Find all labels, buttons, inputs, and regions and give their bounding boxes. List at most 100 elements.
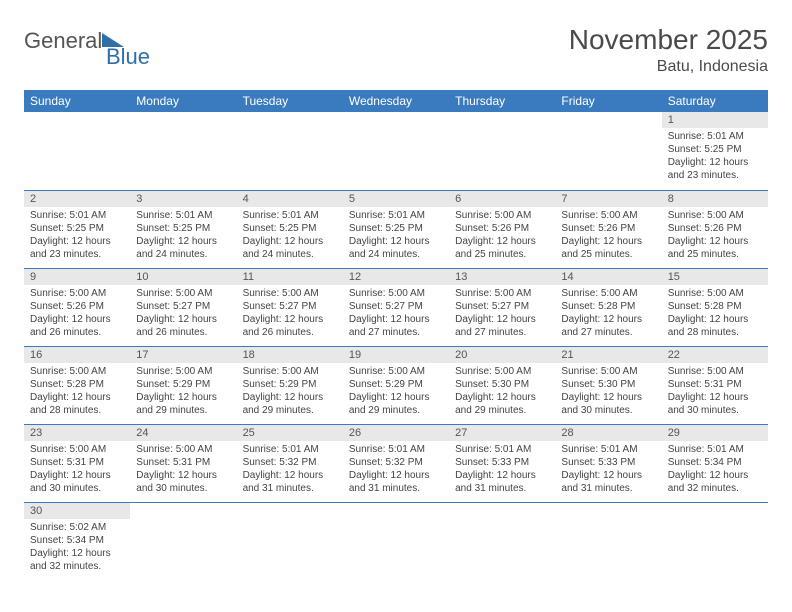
calendar-cell bbox=[555, 502, 661, 580]
calendar-cell: 11Sunrise: 5:00 AMSunset: 5:27 PMDayligh… bbox=[237, 268, 343, 346]
day-body: Sunrise: 5:00 AMSunset: 5:28 PMDaylight:… bbox=[555, 285, 661, 343]
sunset-text: Sunset: 5:26 PM bbox=[561, 222, 655, 235]
day-body: Sunrise: 5:00 AMSunset: 5:31 PMDaylight:… bbox=[130, 441, 236, 499]
day-body: Sunrise: 5:00 AMSunset: 5:29 PMDaylight:… bbox=[130, 363, 236, 421]
day-body: Sunrise: 5:00 AMSunset: 5:27 PMDaylight:… bbox=[130, 285, 236, 343]
sunrise-text: Sunrise: 5:01 AM bbox=[668, 443, 762, 456]
calendar-cell: 4Sunrise: 5:01 AMSunset: 5:25 PMDaylight… bbox=[237, 190, 343, 268]
calendar-cell bbox=[237, 112, 343, 190]
calendar-cell: 9Sunrise: 5:00 AMSunset: 5:26 PMDaylight… bbox=[24, 268, 130, 346]
sunrise-text: Sunrise: 5:00 AM bbox=[349, 365, 443, 378]
day-body: Sunrise: 5:00 AMSunset: 5:27 PMDaylight:… bbox=[449, 285, 555, 343]
sunset-text: Sunset: 5:31 PM bbox=[668, 378, 762, 391]
daylight-text: Daylight: 12 hours and 31 minutes. bbox=[455, 469, 549, 495]
day-body: Sunrise: 5:00 AMSunset: 5:26 PMDaylight:… bbox=[449, 207, 555, 265]
daylight-text: Daylight: 12 hours and 25 minutes. bbox=[455, 235, 549, 261]
sunset-text: Sunset: 5:29 PM bbox=[349, 378, 443, 391]
calendar-cell: 8Sunrise: 5:00 AMSunset: 5:26 PMDaylight… bbox=[662, 190, 768, 268]
day-body: Sunrise: 5:00 AMSunset: 5:29 PMDaylight:… bbox=[343, 363, 449, 421]
day-body: Sunrise: 5:01 AMSunset: 5:25 PMDaylight:… bbox=[662, 128, 768, 186]
calendar-cell: 20Sunrise: 5:00 AMSunset: 5:30 PMDayligh… bbox=[449, 346, 555, 424]
sunrise-text: Sunrise: 5:00 AM bbox=[455, 287, 549, 300]
sunrise-text: Sunrise: 5:00 AM bbox=[136, 443, 230, 456]
sunset-text: Sunset: 5:34 PM bbox=[30, 534, 124, 547]
calendar-cell: 5 Sunrise: 5:01 AMSunset: 5:25 PMDaylight… bbox=[343, 190, 449, 268]
day-number: 5 bbox=[343, 191, 449, 207]
calendar-cell: 25Sunrise: 5:01 AMSunset: 5:32 PMDayligh… bbox=[237, 424, 343, 502]
sunrise-text: Sunrise: 5:00 AM bbox=[136, 287, 230, 300]
calendar-cell: 24Sunrise: 5:00 AMSunset: 5:31 PMDayligh… bbox=[130, 424, 236, 502]
weekday-header: Wednesday bbox=[343, 90, 449, 112]
sunrise-text: Sunrise: 5:00 AM bbox=[668, 287, 762, 300]
day-body: Sunrise: 5:01 AMSunset: 5:32 PMDaylight:… bbox=[343, 441, 449, 499]
calendar-cell: 2Sunrise: 5:01 AMSunset: 5:25 PMDaylight… bbox=[24, 190, 130, 268]
day-number: 26 bbox=[343, 425, 449, 441]
calendar-cell bbox=[343, 502, 449, 580]
daylight-text: Daylight: 12 hours and 30 minutes. bbox=[136, 469, 230, 495]
day-body: Sunrise: 5:01 AMSunset: 5:34 PMDaylight:… bbox=[662, 441, 768, 499]
day-number: 20 bbox=[449, 347, 555, 363]
sunrise-text: Sunrise: 5:01 AM bbox=[561, 443, 655, 456]
sunrise-text: Sunrise: 5:01 AM bbox=[668, 130, 762, 143]
calendar-cell: 16Sunrise: 5:00 AMSunset: 5:28 PMDayligh… bbox=[24, 346, 130, 424]
sunrise-text: Sunrise: 5:00 AM bbox=[668, 365, 762, 378]
calendar-cell bbox=[555, 112, 661, 190]
sunrise-text: Sunrise: 5:01 AM bbox=[349, 443, 443, 456]
calendar-cell: 29Sunrise: 5:01 AMSunset: 5:34 PMDayligh… bbox=[662, 424, 768, 502]
day-body: Sunrise: 5:00 AMSunset: 5:31 PMDaylight:… bbox=[24, 441, 130, 499]
weekday-header: Sunday bbox=[24, 90, 130, 112]
sunset-text: Sunset: 5:29 PM bbox=[243, 378, 337, 391]
day-body: Sunrise: 5:00 AMSunset: 5:28 PMDaylight:… bbox=[662, 285, 768, 343]
calendar-week-row: 16Sunrise: 5:00 AMSunset: 5:28 PMDayligh… bbox=[24, 346, 768, 424]
sunset-text: Sunset: 5:27 PM bbox=[136, 300, 230, 313]
daylight-text: Daylight: 12 hours and 31 minutes. bbox=[561, 469, 655, 495]
sunrise-text: Sunrise: 5:00 AM bbox=[668, 209, 762, 222]
sunrise-text: Sunrise: 5:00 AM bbox=[455, 365, 549, 378]
daylight-text: Daylight: 12 hours and 26 minutes. bbox=[136, 313, 230, 339]
sunrise-text: Sunrise: 5:01 AM bbox=[455, 443, 549, 456]
sunrise-text: Sunrise: 5:00 AM bbox=[561, 209, 655, 222]
day-number: 29 bbox=[662, 425, 768, 441]
daylight-text: Daylight: 12 hours and 24 minutes. bbox=[349, 235, 443, 261]
sunset-text: Sunset: 5:28 PM bbox=[561, 300, 655, 313]
sunset-text: Sunset: 5:33 PM bbox=[455, 456, 549, 469]
day-number: 28 bbox=[555, 425, 661, 441]
calendar-cell bbox=[343, 112, 449, 190]
day-body: Sunrise: 5:00 AMSunset: 5:26 PMDaylight:… bbox=[555, 207, 661, 265]
sunset-text: Sunset: 5:28 PM bbox=[30, 378, 124, 391]
day-number: 30 bbox=[24, 503, 130, 519]
daylight-text: Daylight: 12 hours and 30 minutes. bbox=[561, 391, 655, 417]
day-number: 19 bbox=[343, 347, 449, 363]
sunset-text: Sunset: 5:27 PM bbox=[349, 300, 443, 313]
calendar-cell: 3Sunrise: 5:01 AMSunset: 5:25 PMDaylight… bbox=[130, 190, 236, 268]
sunrise-text: Sunrise: 5:01 AM bbox=[349, 209, 443, 222]
daylight-text: Daylight: 12 hours and 29 minutes. bbox=[136, 391, 230, 417]
sunrise-text: Sunrise: 5:00 AM bbox=[30, 365, 124, 378]
weekday-header: Monday bbox=[130, 90, 236, 112]
location: Batu, Indonesia bbox=[569, 58, 768, 76]
calendar-cell bbox=[130, 112, 236, 190]
daylight-text: Daylight: 12 hours and 23 minutes. bbox=[30, 235, 124, 261]
calendar-cell: 13Sunrise: 5:00 AMSunset: 5:27 PMDayligh… bbox=[449, 268, 555, 346]
daylight-text: Daylight: 12 hours and 28 minutes. bbox=[668, 313, 762, 339]
sunset-text: Sunset: 5:26 PM bbox=[455, 222, 549, 235]
sunset-text: Sunset: 5:26 PM bbox=[30, 300, 124, 313]
calendar-week-row: 9Sunrise: 5:00 AMSunset: 5:26 PMDaylight… bbox=[24, 268, 768, 346]
calendar-week-row: 30Sunrise: 5:02 AMSunset: 5:34 PMDayligh… bbox=[24, 502, 768, 580]
sunrise-text: Sunrise: 5:00 AM bbox=[561, 287, 655, 300]
day-body: Sunrise: 5:00 AMSunset: 5:30 PMDaylight:… bbox=[449, 363, 555, 421]
day-number: 21 bbox=[555, 347, 661, 363]
sunset-text: Sunset: 5:31 PM bbox=[30, 456, 124, 469]
daylight-text: Daylight: 12 hours and 29 minutes. bbox=[243, 391, 337, 417]
sunset-text: Sunset: 5:31 PM bbox=[136, 456, 230, 469]
day-body: Sunrise: 5:01 AMSunset: 5:25 PMDaylight:… bbox=[130, 207, 236, 265]
daylight-text: Daylight: 12 hours and 30 minutes. bbox=[668, 391, 762, 417]
daylight-text: Daylight: 12 hours and 29 minutes. bbox=[455, 391, 549, 417]
daylight-text: Daylight: 12 hours and 25 minutes. bbox=[561, 235, 655, 261]
sunset-text: Sunset: 5:25 PM bbox=[349, 222, 443, 235]
day-number: 16 bbox=[24, 347, 130, 363]
sunset-text: Sunset: 5:33 PM bbox=[561, 456, 655, 469]
calendar-cell bbox=[130, 502, 236, 580]
calendar-cell: 12Sunrise: 5:00 AMSunset: 5:27 PMDayligh… bbox=[343, 268, 449, 346]
calendar-cell bbox=[662, 502, 768, 580]
